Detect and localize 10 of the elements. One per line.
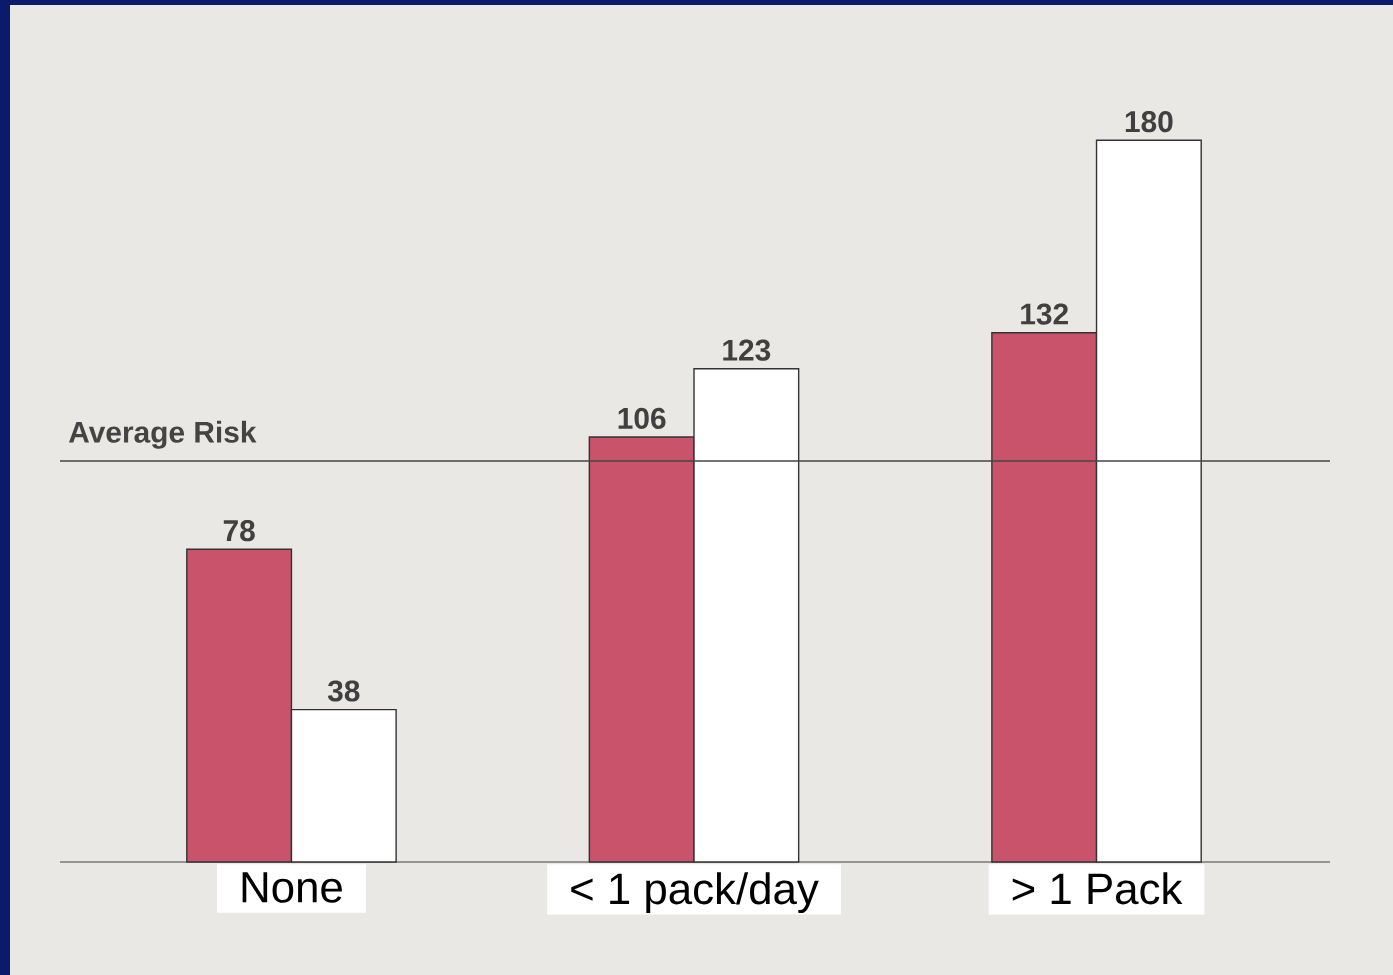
x-tick-label: > 1 Pack — [1012, 872, 1183, 905]
data-label: 106 — [618, 407, 666, 429]
ref-line-label: Average Risk — [68, 420, 257, 449]
x-tick-label: < 1 pack/day — [571, 872, 819, 914]
data-label: 132 — [1021, 303, 1068, 325]
data-label: 180 — [1125, 111, 1173, 133]
data-label: 78 — [223, 520, 255, 542]
data-label: 38 — [327, 680, 360, 702]
data-label: 123 — [723, 339, 771, 361]
x-tick-label: None — [242, 872, 342, 903]
